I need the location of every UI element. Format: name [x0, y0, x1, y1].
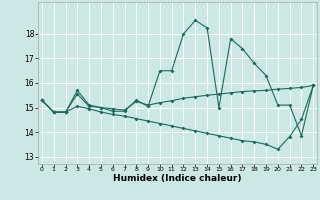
- X-axis label: Humidex (Indice chaleur): Humidex (Indice chaleur): [113, 174, 242, 183]
